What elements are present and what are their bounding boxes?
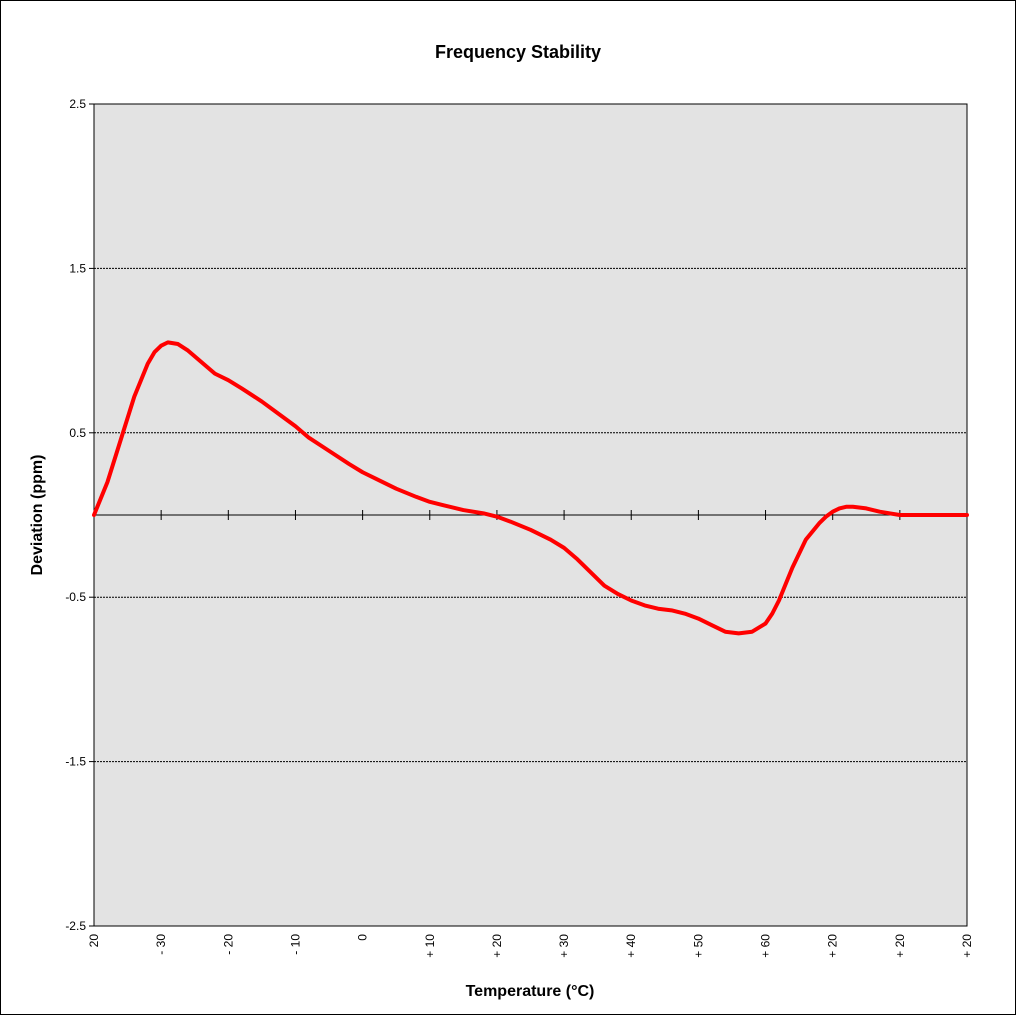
y-axis-title: Deviation (ppm) (29, 455, 46, 576)
y-tick-label: 1.5 (69, 261, 86, 275)
x-tick-label: + 50 (691, 934, 705, 958)
x-tick-label: + 20 (490, 934, 504, 958)
x-tick-label: + 20 (826, 934, 840, 958)
x-tick-label: + 30 (557, 934, 571, 958)
x-tick-label: - 20 (221, 934, 235, 955)
y-tick-label: 0.5 (69, 426, 86, 440)
x-tick-label: - 30 (154, 934, 168, 955)
x-tick-label: 20 (87, 934, 101, 948)
y-tick-label: -2.5 (65, 919, 86, 933)
x-tick-label: + 20 (893, 934, 907, 958)
y-tick-label: 2.5 (69, 97, 86, 111)
y-axis-ticks: 2.5 1.5 0.5 -0.5 -1.5 -2.5 (65, 97, 94, 933)
x-axis-ticks: 20 - 30 - 20 - 10 0 + 10 + 20 + 30 + 40 + 50 + 60 +… (87, 510, 974, 958)
y-tick-label: -0.5 (65, 590, 86, 604)
x-tick-label: + 20 (960, 934, 974, 958)
series-line (92, 340, 969, 636)
x-tick-label: + 40 (624, 934, 638, 958)
x-tick-label: + 10 (423, 934, 437, 958)
x-tick-label: - 10 (288, 934, 302, 955)
x-axis-title: Temperature (°C) (466, 983, 595, 1000)
x-tick-label: 0 (356, 934, 370, 941)
grid-lines (94, 267, 967, 763)
x-tick-label: + 60 (759, 934, 773, 958)
y-tick-label: -1.5 (65, 755, 86, 769)
chart-title: Frequency Stability (435, 42, 601, 62)
series-layer (92, 340, 969, 636)
